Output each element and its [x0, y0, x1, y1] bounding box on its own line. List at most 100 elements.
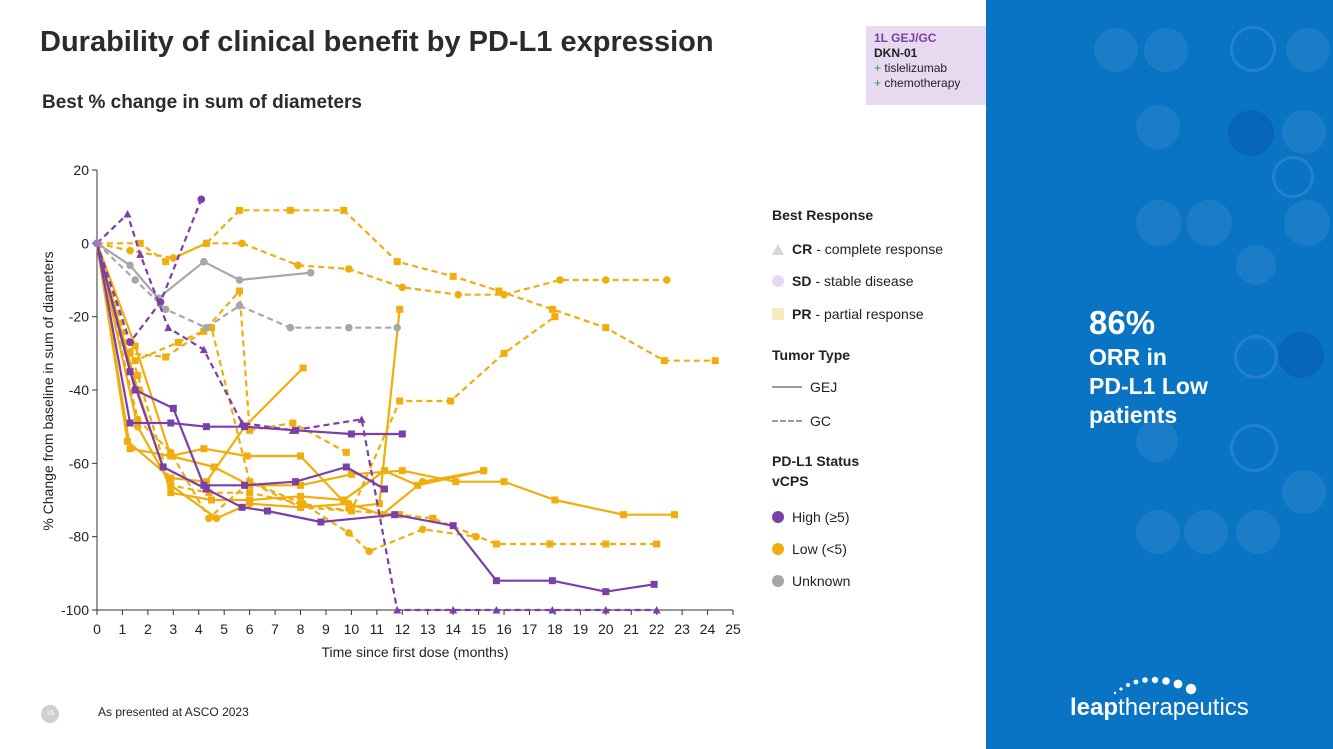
- data-point: [126, 338, 134, 347]
- x-tick-label: 2: [144, 621, 152, 637]
- data-point: [447, 397, 455, 405]
- unknown-dot-icon: [772, 575, 784, 587]
- x-tick-label: 14: [445, 621, 461, 637]
- data-point: [162, 353, 170, 361]
- data-point: [136, 239, 144, 247]
- data-point: [345, 499, 353, 508]
- data-point: [166, 481, 175, 490]
- data-point: [551, 496, 559, 504]
- legend-low: Low (<5): [772, 541, 847, 557]
- data-point: [205, 489, 213, 497]
- data-point: [454, 290, 463, 299]
- data-point: [347, 507, 355, 515]
- y-tick-label: -60: [69, 455, 89, 471]
- data-point: [340, 206, 348, 214]
- series-line: [95, 243, 401, 509]
- data-point: [210, 463, 218, 471]
- series-line: [95, 243, 655, 593]
- data-point: [235, 206, 243, 214]
- data-point: [375, 500, 383, 508]
- series-line: [95, 243, 484, 502]
- data-point: [601, 606, 610, 614]
- decor-ring: [1272, 156, 1314, 198]
- x-tick-label: 16: [496, 621, 512, 637]
- right-panel: 86% ORR in PD-L1 Low patients leaptherap…: [986, 0, 1333, 749]
- data-point: [131, 276, 139, 284]
- data-point: [162, 258, 170, 266]
- data-point: [202, 485, 210, 493]
- data-point: [202, 239, 210, 247]
- data-point: [296, 503, 305, 512]
- data-point: [393, 323, 401, 332]
- legend-pr-abbr: PR: [792, 306, 812, 322]
- legend-gc: GC: [772, 413, 831, 429]
- decor-bubble: [1282, 110, 1326, 154]
- legend-gej: GEJ: [772, 379, 837, 395]
- x-tick-label: 4: [195, 621, 203, 637]
- data-point: [131, 342, 139, 350]
- data-point: [391, 511, 399, 519]
- y-tick-label: -40: [69, 382, 89, 398]
- y-axis-label: % Change from baseline in sum of diamete…: [40, 251, 56, 530]
- series-line: [95, 243, 484, 520]
- data-point: [449, 272, 457, 280]
- chart-subtitle: Best % change in sum of diameters: [42, 92, 362, 113]
- plus-icon: +: [874, 76, 882, 90]
- orr-line-1: ORR in: [1089, 344, 1167, 370]
- decor-bubble: [1136, 105, 1180, 149]
- x-tick-label: 19: [573, 621, 589, 637]
- origin-point: [93, 239, 101, 248]
- data-point: [294, 261, 302, 270]
- logo-dots-icon: [1113, 676, 1197, 695]
- series-L6: [95, 243, 404, 511]
- data-point: [241, 423, 249, 431]
- drug-2: chemotherapy: [884, 76, 961, 90]
- series-line: [96, 242, 667, 296]
- legend-unknown-label: Unknown: [792, 573, 851, 589]
- low-dot-icon: [772, 543, 784, 555]
- data-point: [131, 357, 139, 365]
- x-tick-label: 3: [169, 621, 177, 637]
- data-point: [124, 437, 132, 445]
- data-point: [235, 276, 244, 284]
- decor-bubble-dark: [1278, 332, 1324, 378]
- data-point: [398, 430, 406, 438]
- legend-cr-label: - complete response: [816, 241, 944, 257]
- data-point: [340, 496, 348, 504]
- data-point: [620, 511, 628, 519]
- data-point: [297, 481, 305, 489]
- decor-bubble: [1286, 28, 1330, 72]
- data-point: [602, 588, 610, 596]
- orr-line-3: patients: [1089, 402, 1178, 428]
- x-tick-label: 15: [471, 621, 487, 637]
- series-U2: [96, 242, 401, 332]
- decor-bubble: [1094, 28, 1138, 72]
- series-H5: [95, 243, 658, 596]
- data-point: [556, 276, 564, 284]
- data-point: [212, 514, 221, 523]
- data-point: [345, 265, 353, 273]
- x-tick-label: 5: [220, 621, 228, 637]
- series-H3: [95, 243, 406, 438]
- data-point: [202, 323, 211, 332]
- legend-sd: SD - stable disease: [772, 273, 914, 289]
- x-tick-label: 21: [623, 621, 639, 637]
- data-point: [393, 258, 401, 266]
- data-point: [449, 522, 457, 530]
- data-point: [245, 499, 254, 508]
- orr-stat: 86% ORR in PD-L1 Low patients: [1089, 303, 1208, 430]
- data-point: [602, 324, 610, 332]
- data-point: [345, 323, 353, 332]
- x-tick-label: 8: [297, 621, 305, 637]
- data-point: [602, 540, 610, 548]
- data-point: [286, 323, 295, 332]
- data-point: [396, 305, 404, 313]
- data-point: [126, 368, 134, 376]
- page-title: Durability of clinical benefit by PD-L1 …: [40, 26, 714, 58]
- data-point: [159, 463, 167, 471]
- x-tick-label: 22: [649, 621, 665, 637]
- solid-line-icon: [772, 386, 802, 388]
- x-tick-label: 9: [322, 621, 330, 637]
- data-point: [202, 423, 210, 431]
- data-point: [711, 357, 719, 365]
